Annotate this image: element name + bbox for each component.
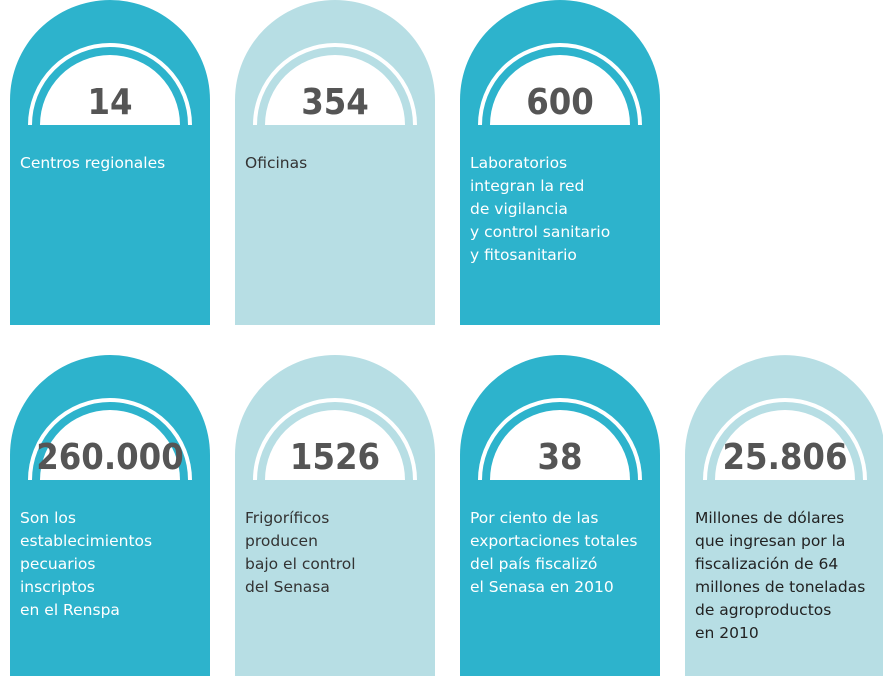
- card-text: bajo el control: [245, 555, 356, 573]
- card-text: el Senasa en 2010: [470, 578, 614, 596]
- arch-fill: [490, 55, 630, 125]
- card-text: pecuarios: [20, 555, 95, 573]
- arch-line: [28, 398, 192, 481]
- card-text: establecimientos: [20, 532, 152, 550]
- card-text: y fitosanitario: [470, 246, 577, 264]
- card-text: del país fiscalizó: [470, 555, 597, 573]
- arch-fill: [265, 410, 405, 480]
- arch-fill: [40, 410, 180, 480]
- card-text: integran la red: [470, 177, 584, 195]
- card-text: Millones de dólares: [695, 509, 844, 527]
- card-text: exportaciones totales: [470, 532, 637, 550]
- card-text: Por ciento de las: [470, 509, 598, 527]
- card-text: Centros regionales: [20, 154, 165, 172]
- card-text: Frigoríficos: [245, 509, 329, 527]
- arch-fill: [40, 55, 180, 125]
- card-number: 354: [301, 82, 369, 123]
- arch-line: [253, 43, 417, 126]
- card-text: producen: [245, 532, 318, 550]
- arch-fill: [265, 55, 405, 125]
- arch-line: [703, 398, 867, 481]
- card-number: 38: [537, 437, 582, 478]
- arch-line: [478, 398, 642, 481]
- card-number: 260.000: [36, 437, 184, 478]
- card-text: Laboratorios: [470, 154, 567, 172]
- card-text: millones de toneladas: [695, 578, 865, 596]
- card-text: de agroproductos: [695, 601, 831, 619]
- card-text: del Senasa: [245, 578, 330, 596]
- arch-fill: [715, 410, 855, 480]
- card-text: en el Renspa: [20, 601, 120, 619]
- card-number: 25.806: [723, 437, 848, 478]
- arch-line: [253, 398, 417, 481]
- card-text: en 2010: [695, 624, 759, 642]
- card-number: 14: [87, 82, 132, 123]
- card-text: inscriptos: [20, 578, 95, 596]
- card-text: de vigilancia: [470, 200, 568, 218]
- card-text: Son los: [20, 509, 76, 527]
- arch-line: [28, 43, 192, 126]
- arch-fill: [490, 410, 630, 480]
- card-number: 600: [526, 82, 594, 123]
- card-text: que ingresan por la: [695, 532, 845, 550]
- card-number: 1526: [290, 437, 380, 478]
- card-text: fiscalización de 64: [695, 555, 838, 573]
- card-text: y control sanitario: [470, 223, 610, 241]
- arch-line: [478, 43, 642, 126]
- card-text: Oficinas: [245, 154, 307, 172]
